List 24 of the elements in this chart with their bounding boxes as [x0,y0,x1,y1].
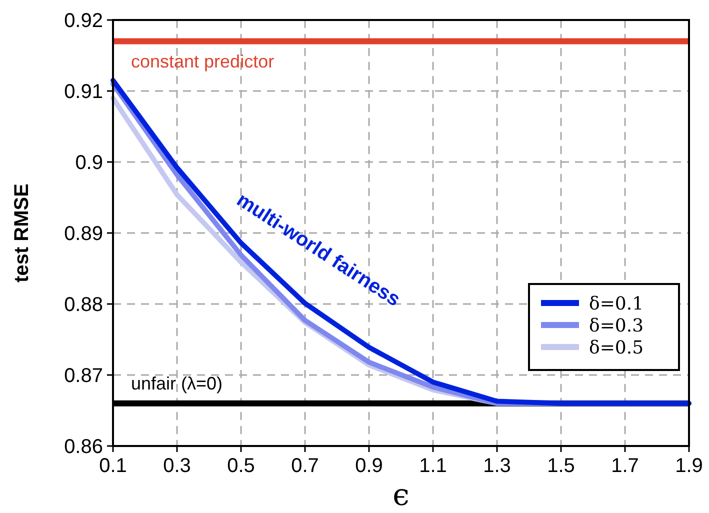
annotation: unfair (λ=0) [131,373,223,394]
y-tick-label: 0.89 [64,223,103,245]
y-axis-title: test RMSE [11,184,33,282]
y-tick-label: 0.9 [75,152,103,174]
x-tick-label: 1.1 [419,455,447,477]
x-tick-label: 0.9 [355,455,383,477]
legend-label: δ=0.5 [589,337,644,358]
ref-line-label: constant predictor [131,51,274,72]
y-tick-label: 0.88 [64,294,103,316]
x-tick-label: 0.7 [291,455,319,477]
x-axis-title: ϵ [392,478,410,513]
x-tick-label: 0.1 [99,455,127,477]
y-tick-label: 0.91 [64,81,103,103]
x-tick-label: 1.7 [611,455,639,477]
legend-label: δ=0.1 [589,293,644,314]
x-tick-label: 1.9 [675,455,703,477]
y-tick-label: 0.87 [64,365,103,387]
x-tick-label: 1.5 [547,455,575,477]
x-tick-label: 0.5 [227,455,255,477]
y-tick-label: 0.86 [64,436,103,458]
x-tick-label: 0.3 [163,455,191,477]
legend-label: δ=0.3 [589,315,644,336]
x-tick-label: 1.3 [483,455,511,477]
y-tick-label: 0.92 [64,10,103,32]
